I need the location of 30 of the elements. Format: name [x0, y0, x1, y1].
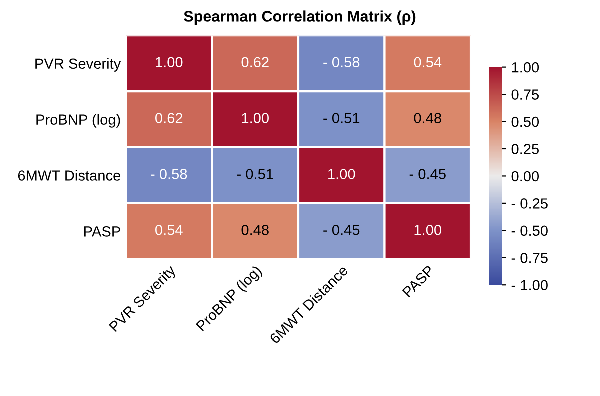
data-label: 1.00 — [414, 225, 442, 236]
data-label: 1.00 — [156, 57, 183, 68]
data-label: 0.48 — [242, 225, 269, 236]
y-tick-label: ProBNP (log) — [36, 114, 120, 128]
color-bar-label: 0.50 — [512, 116, 540, 128]
data-label: 0.54 — [414, 57, 442, 68]
data-label: - 0.58 — [324, 57, 360, 68]
y-tick-label: 6MWT Distance — [18, 170, 120, 181]
data-label: 0.48 — [414, 113, 442, 124]
color-bar-label: 0.25 — [512, 144, 539, 154]
color-bar-label: - 0.75 — [512, 252, 548, 264]
color-bar-label: 1.00 — [512, 62, 540, 73]
color-bar-label: - 1.00 — [512, 280, 548, 291]
data-label: 0.54 — [156, 225, 183, 236]
y-tick-label: PASP — [84, 226, 120, 237]
data-label: - 0.45 — [324, 225, 360, 236]
color-bar-label: 0.00 — [512, 171, 540, 182]
data-label: - 0.51 — [324, 113, 360, 124]
data-label: - 0.58 — [151, 169, 188, 180]
color-bar-label: - 0.50 — [512, 226, 548, 236]
data-label: 0.62 — [242, 57, 269, 68]
data-label: - 0.51 — [237, 169, 274, 180]
data-label: - 0.45 — [410, 169, 446, 180]
data-label: 1.00 — [328, 169, 356, 180]
color-bar-label: - 0.25 — [512, 198, 548, 209]
y-tick-label: PVR Severity — [36, 58, 122, 72]
chart-title: Spearman Correlation Matrix (ρ) — [184, 10, 416, 25]
color-bar-label: 0.75 — [512, 90, 539, 100]
data-label: 1.00 — [242, 113, 269, 124]
data-label: 0.62 — [156, 113, 183, 124]
